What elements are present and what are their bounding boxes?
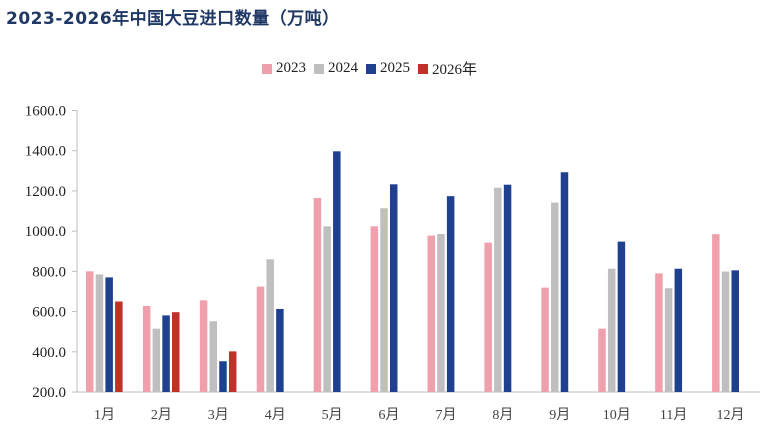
bar-2024-9月: [551, 202, 559, 392]
x-tick-label: 11月: [660, 407, 687, 423]
legend-label: 2024: [328, 60, 358, 76]
bar-2025-1月: [105, 277, 113, 392]
bar-2023-7月: [427, 235, 435, 392]
bar-2023-1月: [86, 271, 94, 392]
x-tick-label: 1月: [94, 407, 115, 423]
bar-2026年-1月: [115, 301, 123, 392]
bar-2024-11月: [664, 288, 673, 392]
y-tick-label: 1000.0: [25, 224, 66, 240]
x-tick-label: 6月: [379, 407, 400, 423]
legend-swatch: [314, 63, 324, 74]
bar-2024-5月: [323, 226, 331, 392]
bar-2024-12月: [721, 271, 730, 392]
bar-2024-8月: [494, 187, 502, 392]
bar-2025-11月: [674, 268, 683, 392]
bar-2024-2月: [152, 328, 161, 392]
bar-2025-4月: [276, 308, 284, 392]
y-tick-label: 800.0: [32, 264, 66, 280]
legend-item: 2026年: [418, 58, 477, 79]
bar-2023-10月: [598, 328, 606, 392]
bar-2026年-2月: [172, 312, 180, 392]
legend-label: 2023: [276, 60, 306, 76]
legend-item: 2025: [366, 60, 410, 77]
bar-2023-5月: [313, 197, 322, 392]
x-tick-label: 7月: [435, 407, 456, 423]
x-tick-label: 8月: [492, 407, 513, 423]
legend-swatch: [262, 63, 272, 74]
bar-2025-12月: [731, 270, 739, 392]
bar-2025-7月: [446, 196, 455, 392]
y-tick-label: 600.0: [32, 305, 66, 321]
x-tick-label: 2月: [151, 407, 172, 423]
bar-2023-6月: [370, 226, 379, 392]
bar-2025-6月: [389, 184, 398, 392]
legend-item: 2024: [314, 60, 358, 77]
legend-swatch: [366, 63, 376, 74]
bar-2023-12月: [712, 234, 720, 392]
legend-item: 2023: [262, 60, 306, 77]
y-tick-label: 1400.0: [25, 144, 66, 160]
bar-2025-9月: [560, 172, 569, 392]
y-tick-label: 200.0: [32, 385, 66, 401]
bar-2025-3月: [219, 361, 227, 392]
bar-2024-7月: [437, 233, 445, 392]
bar-2023-2月: [142, 305, 151, 392]
legend-label: 2026年: [432, 62, 478, 78]
bar-2023-9月: [541, 287, 549, 392]
bar-2024-6月: [380, 208, 388, 392]
y-tick-label: 1600.0: [25, 104, 66, 120]
bar-2024-3月: [209, 321, 218, 392]
bar-2023-4月: [256, 286, 265, 392]
bar-2025-2月: [162, 315, 170, 392]
bar-2024-10月: [607, 268, 616, 392]
legend-label: 2025: [380, 60, 410, 76]
bar-2023-3月: [199, 300, 208, 392]
legend-swatch: [418, 63, 428, 74]
x-tick-label: 5月: [322, 407, 343, 423]
x-tick-label: 3月: [208, 407, 229, 423]
bar-2023-8月: [484, 242, 492, 392]
x-tick-label: 9月: [549, 407, 570, 423]
bar-2024-1月: [95, 274, 104, 392]
x-tick-label: 10月: [603, 407, 631, 423]
bar-2023-11月: [655, 273, 663, 392]
bar-2025-10月: [617, 241, 626, 392]
y-tick-label: 400.0: [32, 345, 66, 361]
x-tick-label: 4月: [265, 407, 286, 423]
bar-2026年-3月: [228, 351, 237, 392]
y-tick-label: 1200.0: [25, 184, 66, 200]
bar-2025-8月: [503, 184, 512, 392]
x-tick-label: 12月: [717, 407, 745, 423]
bar-2025-5月: [333, 151, 341, 392]
chart-legend: 2023 2024 2025 2026年: [262, 58, 485, 79]
chart-title: 2023-2026年中国大豆进口数量（万吨）: [6, 9, 340, 29]
bar-2024-4月: [266, 259, 274, 392]
